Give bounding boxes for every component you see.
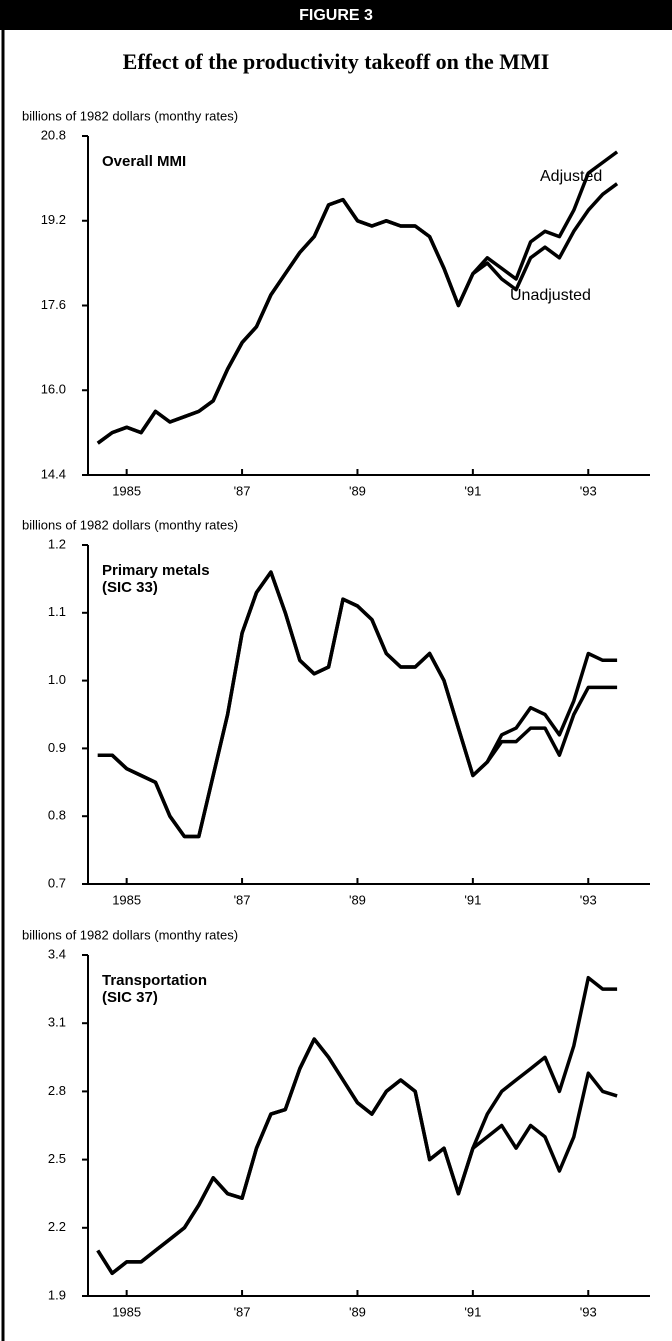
x-tick-label: '87 — [234, 1304, 251, 1319]
panel-label: (SIC 33) — [102, 579, 158, 596]
header-bar — [0, 0, 672, 30]
x-tick-label: '93 — [580, 483, 597, 498]
y-tick-label: 16.0 — [41, 382, 66, 397]
x-tick-label: '87 — [234, 483, 251, 498]
y-tick-label: 3.1 — [48, 1015, 66, 1030]
x-tick-label: '91 — [464, 892, 481, 907]
y-axis-label: billions of 1982 dollars (monthy rates) — [22, 517, 238, 532]
x-tick-label: '93 — [580, 1304, 597, 1319]
y-tick-label: 1.2 — [48, 536, 66, 551]
series-line — [96, 1037, 618, 1276]
y-tick-label: 14.4 — [41, 466, 66, 481]
y-axis-label: billions of 1982 dollars (monthy rates) — [22, 927, 238, 942]
x-tick-label: '89 — [349, 483, 366, 498]
x-tick-label: '87 — [234, 892, 251, 907]
y-tick-label: 0.8 — [48, 808, 66, 823]
series-line — [96, 182, 619, 445]
x-tick-label: '89 — [349, 892, 366, 907]
y-tick-label: 17.6 — [41, 297, 66, 312]
series-line — [97, 570, 618, 839]
y-tick-label: 2.8 — [48, 1083, 66, 1098]
series-line — [97, 570, 618, 839]
y-tick-label: 1.9 — [48, 1287, 66, 1302]
series-label: Adjusted — [540, 168, 602, 185]
y-tick-label: 2.2 — [48, 1219, 66, 1234]
x-tick-label: '89 — [349, 1304, 366, 1319]
y-axis-label: billions of 1982 dollars (monthy rates) — [22, 108, 238, 123]
y-tick-label: 0.9 — [48, 740, 66, 755]
panel-label: (SIC 37) — [102, 989, 158, 1006]
y-tick-label: 0.7 — [48, 875, 66, 890]
series-label: Unadjusted — [510, 287, 591, 304]
y-tick-label: 1.0 — [48, 672, 66, 687]
y-tick-label: 2.5 — [48, 1151, 66, 1166]
panel-label: Transportation — [102, 972, 207, 989]
y-tick-label: 3.4 — [48, 946, 66, 961]
figure-label: FIGURE 3 — [299, 7, 373, 24]
x-tick-label: '93 — [580, 892, 597, 907]
figure-title: Effect of the productivity takeoff on th… — [123, 49, 550, 74]
y-tick-label: 20.8 — [41, 127, 66, 142]
x-tick-label: '91 — [464, 1304, 481, 1319]
x-tick-label: 1985 — [112, 892, 141, 907]
x-tick-label: 1985 — [112, 1304, 141, 1319]
y-tick-label: 19.2 — [41, 212, 66, 227]
panel-label: Primary metals — [102, 562, 210, 579]
x-tick-label: '91 — [464, 483, 481, 498]
panel-label: Overall MMI — [102, 153, 186, 170]
series-line — [96, 975, 618, 1276]
x-tick-label: 1985 — [112, 483, 141, 498]
y-tick-label: 1.1 — [48, 604, 66, 619]
